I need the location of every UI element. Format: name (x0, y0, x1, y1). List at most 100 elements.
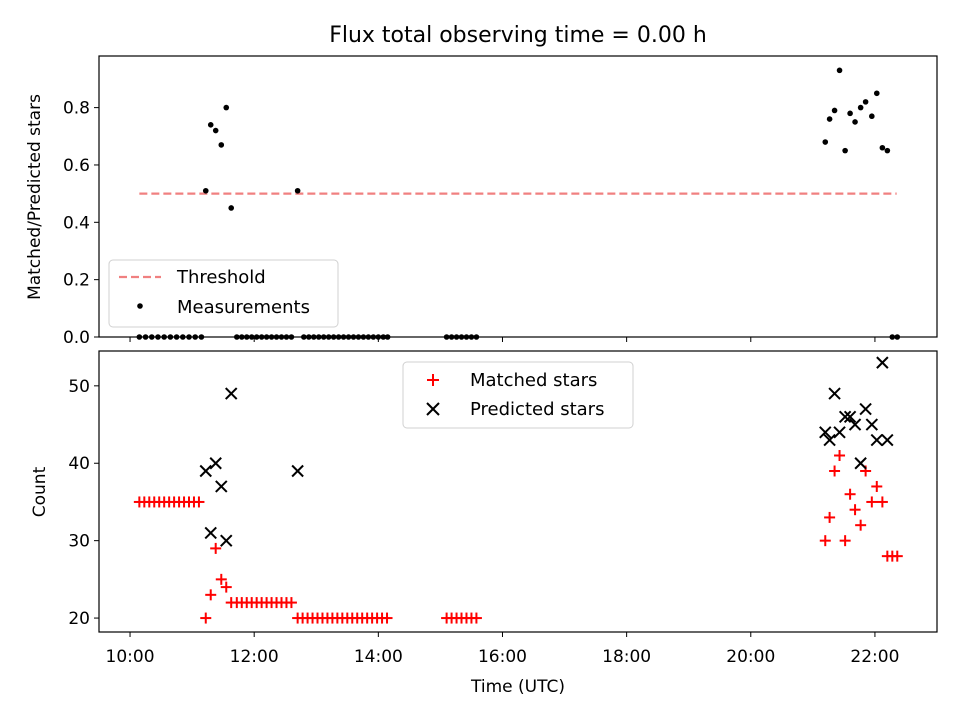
legend-matched-swatch (427, 374, 439, 386)
predicted-star-point (291, 464, 304, 478)
predicted-star-point (881, 433, 894, 447)
measurement-point (223, 104, 230, 111)
predicted-star-point (225, 387, 238, 400)
matched-star-point (220, 581, 232, 593)
top-y-tick-label: 0.8 (63, 99, 90, 119)
bottom-x-ticks: 10:00 12:00 14:00 16:00 18:00 20:00 22:00 (106, 632, 899, 667)
top-legend: Threshold Measurements (108, 259, 339, 328)
measurement-point (884, 147, 891, 154)
predicted-star-point (199, 464, 212, 478)
bottom-y-tick-label: 20 (68, 609, 90, 629)
count-panel: Count Time (UTC) 20 30 40 50 10:00 12:00 14:0… (30, 350, 938, 697)
bottom-legend: Matched stars Predicted stars (402, 361, 634, 429)
bottom-plot-area (133, 356, 903, 624)
x-tick-label: 10:00 (106, 647, 155, 667)
predicted-star-point (828, 387, 841, 400)
bottom-y-axis-label: Count (30, 466, 50, 517)
legend-measurements-swatch (137, 303, 143, 309)
predicted-star-point (838, 410, 852, 424)
x-tick-label: 16:00 (478, 647, 527, 667)
x-tick-label: 22:00 (850, 647, 899, 667)
matched-star-point (834, 450, 846, 462)
matched-star-point (866, 496, 878, 508)
measurement-point (852, 119, 858, 125)
matched-star-point (210, 542, 222, 554)
top-axes-frame (98, 55, 938, 338)
matched-star-point (891, 550, 903, 562)
measurement-point (862, 99, 869, 105)
ratio-panel: Flux total observing time = 0.00 h Match… (25, 23, 938, 348)
matched-star-point (215, 573, 227, 585)
bottom-y-tick-label: 40 (68, 454, 90, 474)
matched-star-point (824, 511, 836, 523)
measurement-point (857, 104, 864, 111)
predicted-star-point (876, 356, 889, 369)
predicted-star-point (870, 433, 883, 447)
x-tick-label: 14:00 (354, 647, 403, 667)
measurement-point (822, 139, 829, 145)
matched-star-point (193, 496, 205, 508)
measurement-point (879, 144, 886, 151)
x-tick-label: 20:00 (726, 647, 775, 667)
measurement-point (218, 142, 225, 148)
predicted-star-point (859, 402, 872, 416)
measurement-point (869, 113, 875, 120)
top-y-axis-label: Matched/Predicted stars (25, 94, 45, 300)
predicted-star-point (215, 480, 228, 493)
predicted-star-point (848, 418, 862, 431)
x-tick-label: 12:00 (230, 647, 279, 667)
legend-measurements-label: Measurements (177, 297, 310, 318)
x-tick-label: 18:00 (602, 647, 651, 667)
predicted-star-point (854, 457, 867, 470)
top-y-ticks: 0.0 0.2 0.4 0.6 0.8 (63, 99, 99, 348)
legend-threshold-label: Threshold (176, 267, 266, 288)
matched-star-point (470, 612, 482, 624)
predicted-star-point (823, 433, 836, 447)
measurement-point (831, 107, 838, 114)
measurement-point (847, 110, 853, 117)
measurement-point (826, 116, 833, 122)
top-y-tick-label: 0.2 (63, 271, 90, 291)
matched-star-point (844, 488, 856, 500)
legend-matched-label: Matched stars (470, 370, 597, 391)
matched-star-point (871, 480, 883, 492)
predicted-star-point (209, 457, 222, 470)
x-axis-label: Time (UTC) (470, 677, 565, 697)
matched-star-point (855, 519, 867, 531)
matched-star-point (200, 612, 212, 624)
matched-star-point (839, 535, 851, 547)
measurement-point (228, 205, 235, 211)
measurement-point (842, 147, 848, 154)
measurement-point (294, 187, 301, 194)
matched-star-point (819, 535, 831, 547)
measurement-point (207, 122, 214, 128)
top-y-tick-label: 0.6 (63, 156, 90, 176)
top-y-tick-label: 0.0 (63, 328, 90, 348)
predicted-star-point (220, 534, 233, 547)
top-legend-box (108, 259, 339, 328)
chart-title: Flux total observing time = 0.00 h (329, 23, 707, 48)
bottom-y-tick-label: 50 (68, 377, 90, 397)
top-y-tick-label: 0.4 (63, 213, 90, 233)
bottom-axes-frame (98, 350, 938, 633)
matched-star-point (205, 589, 217, 601)
measurement-point (873, 90, 880, 97)
matched-star-point (829, 465, 841, 477)
measurement-point (202, 187, 209, 194)
bottom-legend-box (402, 361, 634, 429)
predicted-star-point (833, 426, 846, 439)
predicted-star-point (865, 418, 879, 431)
predicted-star-point (843, 410, 857, 424)
measurement-point (212, 127, 219, 134)
measurement-point (836, 67, 843, 74)
bottom-y-ticks: 20 30 40 50 (68, 377, 99, 629)
predicted-star-point (819, 426, 832, 439)
predicted-star-point (204, 526, 217, 540)
legend-predicted-swatch (426, 402, 440, 416)
legend-predicted-label: Predicted stars (470, 399, 604, 420)
top-plot-area (136, 67, 901, 340)
matched-star-point (849, 504, 861, 516)
bottom-y-tick-label: 30 (68, 532, 90, 552)
